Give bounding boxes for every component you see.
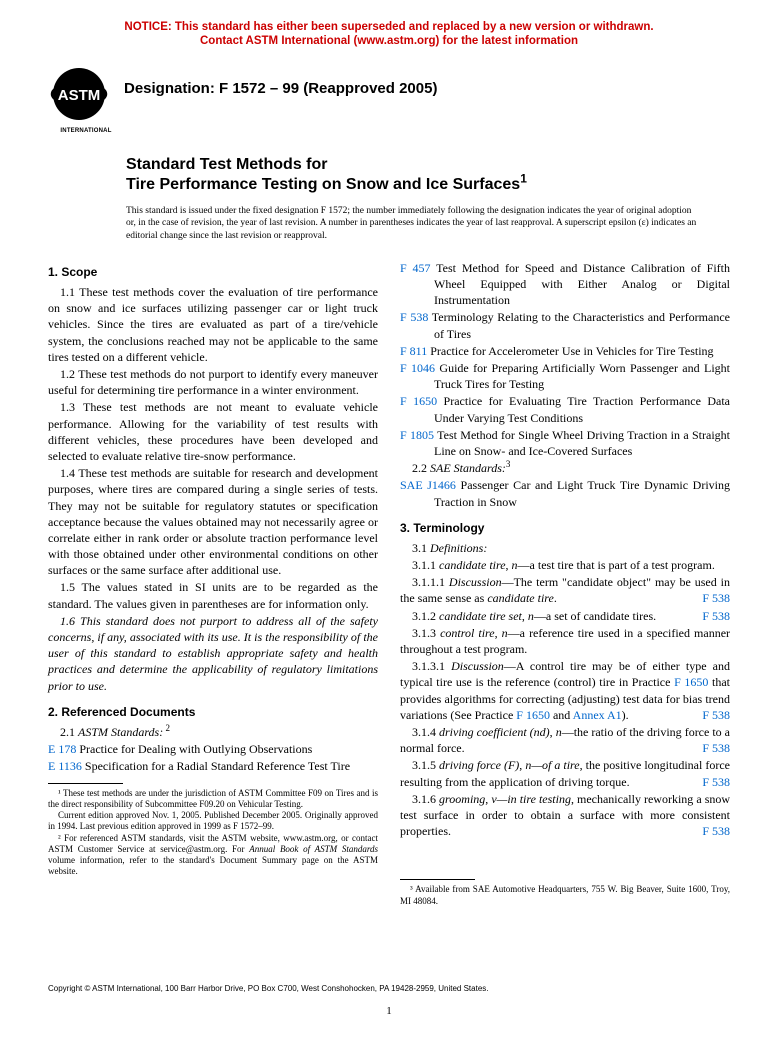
- reference-link[interactable]: F 457: [400, 261, 431, 275]
- para-1-6: 1.6 This standard does not purport to ad…: [48, 613, 378, 694]
- reference-link[interactable]: F 1046: [400, 361, 435, 375]
- reference-text: Specification for a Radial Standard Refe…: [82, 759, 350, 773]
- reference-link[interactable]: F 1650: [400, 394, 437, 408]
- reference-item: F 538 Terminology Relating to the Charac…: [400, 309, 730, 341]
- title-line-2: Tire Performance Testing on Snow and Ice…: [126, 176, 520, 193]
- footnote-separator-right: [400, 879, 475, 880]
- title-superscript: 1: [520, 172, 527, 186]
- reference-text: Practice for Evaluating Tire Traction Pe…: [434, 394, 730, 424]
- term-3-1-5: 3.1.5 driving force (F), n—of a tire, th…: [400, 757, 730, 789]
- reference-text: Guide for Preparing Artificially Worn Pa…: [434, 361, 730, 391]
- footnote-1a: ¹ These test methods are under the juris…: [48, 788, 378, 811]
- f1650-link[interactable]: F 1650: [674, 675, 708, 689]
- issue-note: This standard is issued under the fixed …: [126, 205, 730, 242]
- title-block: Standard Test Methods for Tire Performan…: [126, 155, 730, 195]
- reference-item: F 457 Test Method for Speed and Distance…: [400, 260, 730, 309]
- footnote-3: ³ Available from SAE Automotive Headquar…: [400, 884, 730, 907]
- reference-link[interactable]: E 1136: [48, 759, 82, 773]
- page-container: NOTICE: This standard has either been su…: [0, 0, 778, 1041]
- para-2-2: 2.2 SAE Standards:3: [400, 460, 730, 476]
- reference-text: Practice for Accelerometer Use in Vehicl…: [427, 344, 713, 358]
- para-1-1: 1.1 These test methods cover the evaluat…: [48, 284, 378, 365]
- reference-text: Test Method for Speed and Distance Calib…: [431, 261, 730, 307]
- term-3-1-6: 3.1.6 grooming, v—in tire testing, mecha…: [400, 791, 730, 840]
- two-column-body: 1. Scope 1.1 These test methods cover th…: [48, 260, 730, 907]
- para-1-5: 1.5 The values stated in SI units are to…: [48, 579, 378, 611]
- para-3-1: 3.1 Definitions:: [400, 540, 730, 556]
- svg-text:ASTM: ASTM: [58, 87, 101, 104]
- section-1-heading: 1. Scope: [48, 264, 378, 280]
- term-3-1-1: 3.1.1 candidate tire, n—a test tire that…: [400, 557, 730, 573]
- reference-link[interactable]: F 1805: [400, 428, 434, 442]
- left-refs: E 178 Practice for Dealing with Outlying…: [48, 741, 378, 774]
- term-3-1-3-1: 3.1.3.1 Discussion—A control tire may be…: [400, 658, 730, 723]
- page-number: 1: [0, 1004, 778, 1019]
- reference-link[interactable]: F 811: [400, 344, 427, 358]
- para-1-2: 1.2 These test methods do not purport to…: [48, 366, 378, 398]
- right-refs: F 457 Test Method for Speed and Distance…: [400, 260, 730, 459]
- reference-item: F 1650 Practice for Evaluating Tire Trac…: [400, 393, 730, 425]
- right-column: F 457 Test Method for Speed and Distance…: [400, 260, 730, 907]
- notice-banner: NOTICE: This standard has either been su…: [48, 20, 730, 49]
- para-2-1: 2.1 ASTM Standards: 2: [48, 724, 378, 740]
- section-2-heading: 2. Referenced Documents: [48, 704, 378, 720]
- header-row: ASTM INTERNATIONAL Designation: F 1572 –…: [48, 63, 730, 135]
- reference-item: F 811 Practice for Accelerometer Use in …: [400, 343, 730, 359]
- f538-link[interactable]: F 538: [690, 590, 730, 606]
- reference-item: E 178 Practice for Dealing with Outlying…: [48, 741, 378, 757]
- f1650-link[interactable]: F 1650: [516, 708, 550, 722]
- para-1-4: 1.4 These test methods are suitable for …: [48, 465, 378, 578]
- sae-ref-link[interactable]: SAE J1466: [400, 478, 456, 492]
- sae-ref: SAE J1466 Passenger Car and Light Truck …: [400, 477, 730, 509]
- section-3-heading: 3. Terminology: [400, 520, 730, 536]
- f538-link[interactable]: F 538: [690, 608, 730, 624]
- reference-item: F 1805 Test Method for Single Wheel Driv…: [400, 427, 730, 459]
- reference-link[interactable]: F 538: [400, 310, 428, 324]
- footnote-separator: [48, 783, 123, 784]
- reference-text: Terminology Relating to the Characterist…: [428, 310, 730, 340]
- left-column: 1. Scope 1.1 These test methods cover th…: [48, 260, 378, 907]
- term-3-1-2: 3.1.2 candidate tire set, n—a set of can…: [400, 608, 730, 624]
- f538-link[interactable]: F 538: [690, 707, 730, 723]
- terminology-block: 3.1.1 candidate tire, n—a test tire that…: [400, 557, 730, 839]
- f538-link[interactable]: F 538: [690, 823, 730, 839]
- annex-a1-link[interactable]: Annex A1: [573, 708, 622, 722]
- notice-line-1: NOTICE: This standard has either been su…: [124, 21, 653, 33]
- para-1-3: 1.3 These test methods are not meant to …: [48, 399, 378, 464]
- notice-line-2: Contact ASTM International (www.astm.org…: [200, 35, 578, 47]
- footnote-1b: Current edition approved Nov. 1, 2005. P…: [48, 810, 378, 833]
- logo-block: ASTM INTERNATIONAL: [48, 63, 124, 135]
- designation-text: Designation: F 1572 – 99 (Reapproved 200…: [124, 79, 437, 99]
- term-3-1-4: 3.1.4 driving coefficient (nd), n—the ra…: [400, 724, 730, 756]
- term-3-1-3: 3.1.3 control tire, n—a reference tire u…: [400, 625, 730, 657]
- title-line-1: Standard Test Methods for: [126, 156, 328, 173]
- reference-link[interactable]: E 178: [48, 742, 76, 756]
- term-3-1-1-1: 3.1.1.1 Discussion—The term "candidate o…: [400, 574, 730, 606]
- reference-item: F 1046 Guide for Preparing Artificially …: [400, 360, 730, 392]
- f538-link[interactable]: F 538: [690, 774, 730, 790]
- copyright-text: Copyright © ASTM International, 100 Barr…: [48, 984, 489, 995]
- reference-item: E 1136 Specification for a Radial Standa…: [48, 758, 378, 774]
- reference-text: Test Method for Single Wheel Driving Tra…: [434, 428, 730, 458]
- title: Standard Test Methods for Tire Performan…: [126, 155, 730, 195]
- footnote-2: ² For referenced ASTM standards, visit t…: [48, 833, 378, 878]
- f538-link[interactable]: F 538: [690, 740, 730, 756]
- reference-text: Practice for Dealing with Outlying Obser…: [76, 742, 312, 756]
- astm-logo-icon: ASTM: [48, 63, 110, 129]
